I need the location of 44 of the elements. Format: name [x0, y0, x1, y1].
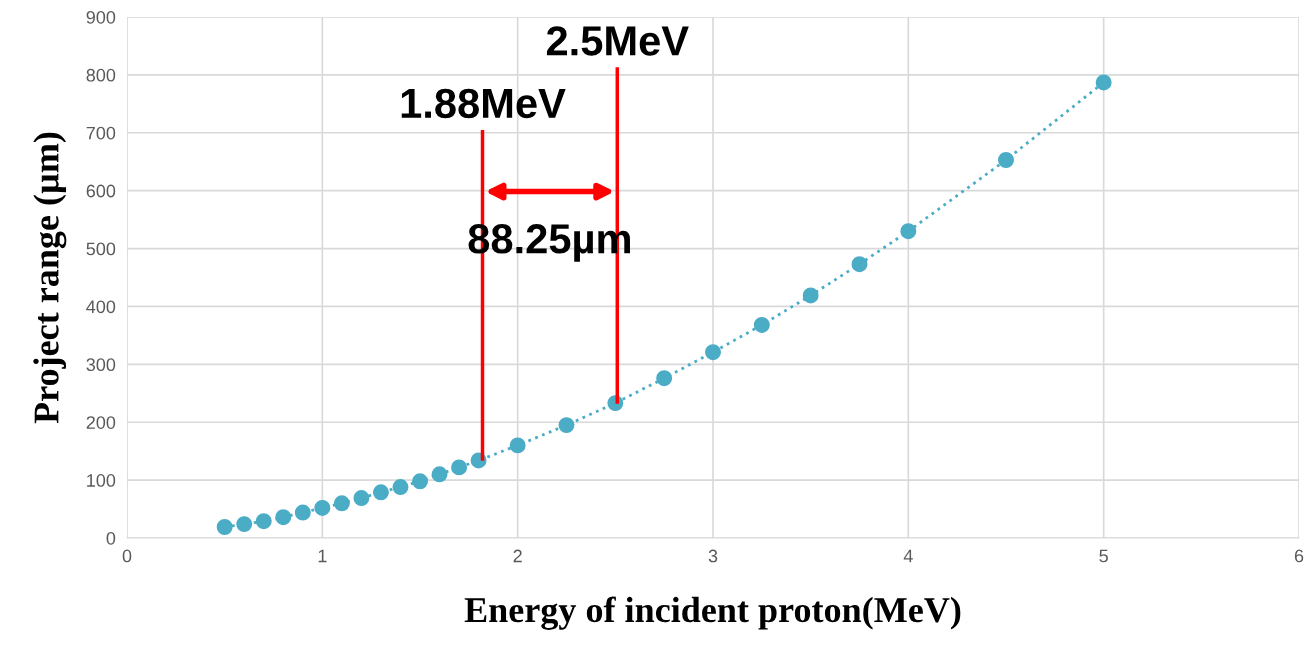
- y-tick-label: 0: [106, 531, 116, 545]
- x-axis-title: Energy of incident proton(MeV): [464, 596, 961, 630]
- point: [294, 504, 311, 521]
- point: [656, 370, 673, 387]
- point: [998, 152, 1014, 168]
- point: [275, 509, 292, 526]
- point: [236, 516, 253, 533]
- x-tick-label: 0: [122, 549, 132, 563]
- point: [509, 437, 526, 454]
- y-tick-label: 300: [86, 358, 116, 372]
- x-tick-label: 6: [1294, 549, 1304, 563]
- y-tick-label: 100: [87, 474, 116, 487]
- y-tick-label: 600: [86, 184, 116, 198]
- x-tick-label: 5: [1099, 549, 1108, 563]
- point: [900, 223, 917, 240]
- x-tick-label: 1: [318, 549, 327, 563]
- point: [558, 417, 575, 434]
- point: [372, 484, 389, 501]
- x-tick-label: 4: [903, 549, 913, 563]
- y-tick-label: 400: [86, 300, 116, 314]
- y-tick-label: 200: [86, 416, 116, 429]
- y-tick-label: 800: [86, 68, 116, 82]
- point: [353, 490, 370, 507]
- point: [392, 479, 409, 496]
- point: [802, 287, 819, 304]
- point: [753, 316, 770, 333]
- point: [333, 495, 350, 512]
- y-tick-label: 700: [86, 126, 116, 140]
- point: [255, 513, 272, 530]
- y-tick-label: 900: [86, 10, 116, 24]
- point: [412, 473, 428, 490]
- point: [1095, 74, 1112, 91]
- point: [216, 519, 233, 535]
- y-axis-title: Project range (µm): [33, 132, 67, 424]
- x-tick-label: 3: [708, 549, 718, 563]
- ref-line-label: 2.5MeV: [546, 26, 689, 56]
- y-tick-label: 500: [86, 242, 116, 256]
- ref-line-label: 1.88MeV: [401, 88, 566, 119]
- point: [705, 344, 721, 361]
- point: [451, 459, 468, 476]
- point: [314, 499, 331, 516]
- point: [851, 256, 868, 273]
- x-tick-label: 2: [513, 549, 522, 563]
- point: [431, 466, 448, 483]
